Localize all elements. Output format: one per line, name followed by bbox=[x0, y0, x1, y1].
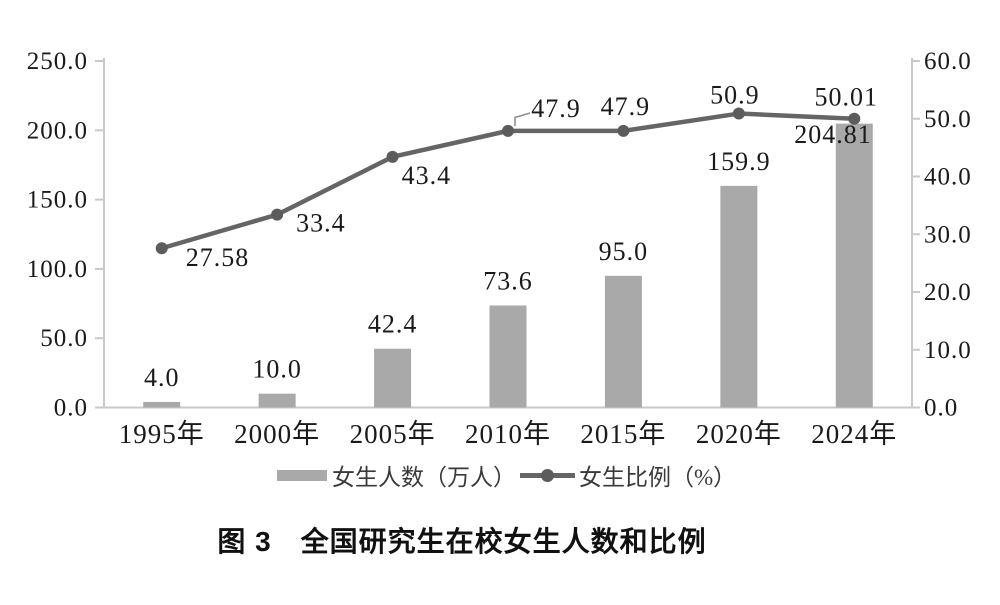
right-axis-tick-label: 10.0 bbox=[924, 337, 972, 364]
legend: 女生人数（万人） 女生比例（%） bbox=[277, 458, 736, 492]
right-axis-tick-label: 20.0 bbox=[924, 279, 972, 306]
legend-line-label: 女生比例（%） bbox=[579, 465, 737, 490]
legend-item-bar: 女生人数（万人） bbox=[277, 458, 516, 492]
bar-2010年 bbox=[489, 305, 527, 408]
legend-bar-label: 女生人数（万人） bbox=[332, 465, 516, 490]
left-axis-tick-label: 50.0 bbox=[40, 325, 88, 352]
bar-label-2000年: 10.0 bbox=[252, 355, 302, 384]
line-label-1995年: 27.58 bbox=[186, 243, 250, 272]
x-axis-label-1: 1995年 bbox=[119, 419, 205, 449]
bar-2015年 bbox=[604, 275, 642, 408]
line-marker-2015年 bbox=[617, 124, 630, 137]
line-label-2020年: 50.9 bbox=[710, 81, 760, 110]
x-axis-label-2: 2000年 bbox=[234, 419, 320, 449]
bar-2000年 bbox=[258, 393, 296, 408]
bar-2005年 bbox=[374, 348, 412, 408]
right-axis-tick-label: 50.0 bbox=[924, 106, 972, 133]
legend-item-line: 女生比例（%） bbox=[516, 458, 736, 492]
legend-line-swatch-icon bbox=[520, 462, 575, 488]
bar-label-2010年: 73.6 bbox=[483, 266, 533, 295]
line-label-2000年: 33.4 bbox=[296, 209, 346, 238]
left-axis-tick-label: 100.0 bbox=[27, 256, 88, 283]
left-axis-tick-label: 250.0 bbox=[27, 48, 88, 75]
line-marker-2024年 bbox=[848, 112, 861, 125]
x-axis-label-6: 2020年 bbox=[696, 419, 782, 449]
left-axis-tick-label: 150.0 bbox=[27, 187, 88, 214]
left-axis-tick-label: 200.0 bbox=[27, 117, 88, 144]
bar-label-1995年: 4.0 bbox=[144, 363, 180, 392]
bar-2020年 bbox=[720, 185, 758, 408]
line-marker-2005年 bbox=[386, 150, 399, 163]
x-axis-label-4: 2010年 bbox=[465, 419, 551, 449]
line-marker-2000年 bbox=[271, 208, 284, 221]
bar-1995年 bbox=[143, 401, 181, 408]
bar-label-2024年: 204.81 bbox=[794, 120, 872, 149]
right-axis-tick-label: 60.0 bbox=[924, 48, 972, 75]
right-axis-tick-label: 40.0 bbox=[924, 164, 972, 191]
bar-label-2015年: 95.0 bbox=[599, 237, 649, 266]
line-marker-1995年 bbox=[155, 242, 168, 255]
figure-caption: 图 3 全国研究生在校女生人数和比例 bbox=[217, 526, 707, 557]
left-axis-tick-label: 0.0 bbox=[54, 395, 88, 422]
right-axis-tick-label: 30.0 bbox=[924, 221, 972, 248]
line-marker-2010年 bbox=[502, 124, 514, 137]
x-axis-label-3: 2005年 bbox=[350, 419, 436, 449]
line-marker-2020年 bbox=[732, 107, 745, 120]
label-leader-line bbox=[514, 112, 531, 126]
line-label-2005年: 43.4 bbox=[402, 161, 452, 190]
legend-bar-swatch-icon bbox=[277, 469, 327, 481]
line-label-2015年: 47.9 bbox=[601, 92, 651, 121]
right-axis-tick-label: 0.0 bbox=[924, 395, 958, 422]
bar-2024年 bbox=[835, 123, 873, 408]
x-axis-label-5: 2015年 bbox=[580, 419, 666, 449]
legend-line-marker-dot-icon bbox=[541, 468, 554, 482]
line-label-2010年: 47.9 bbox=[531, 94, 581, 123]
line-label-2024年: 50.01 bbox=[815, 83, 879, 112]
bar-label-2020年: 159.9 bbox=[707, 147, 771, 176]
bar-label-2005年: 42.4 bbox=[368, 310, 418, 339]
x-axis-label-7: 2024年 bbox=[811, 419, 897, 449]
